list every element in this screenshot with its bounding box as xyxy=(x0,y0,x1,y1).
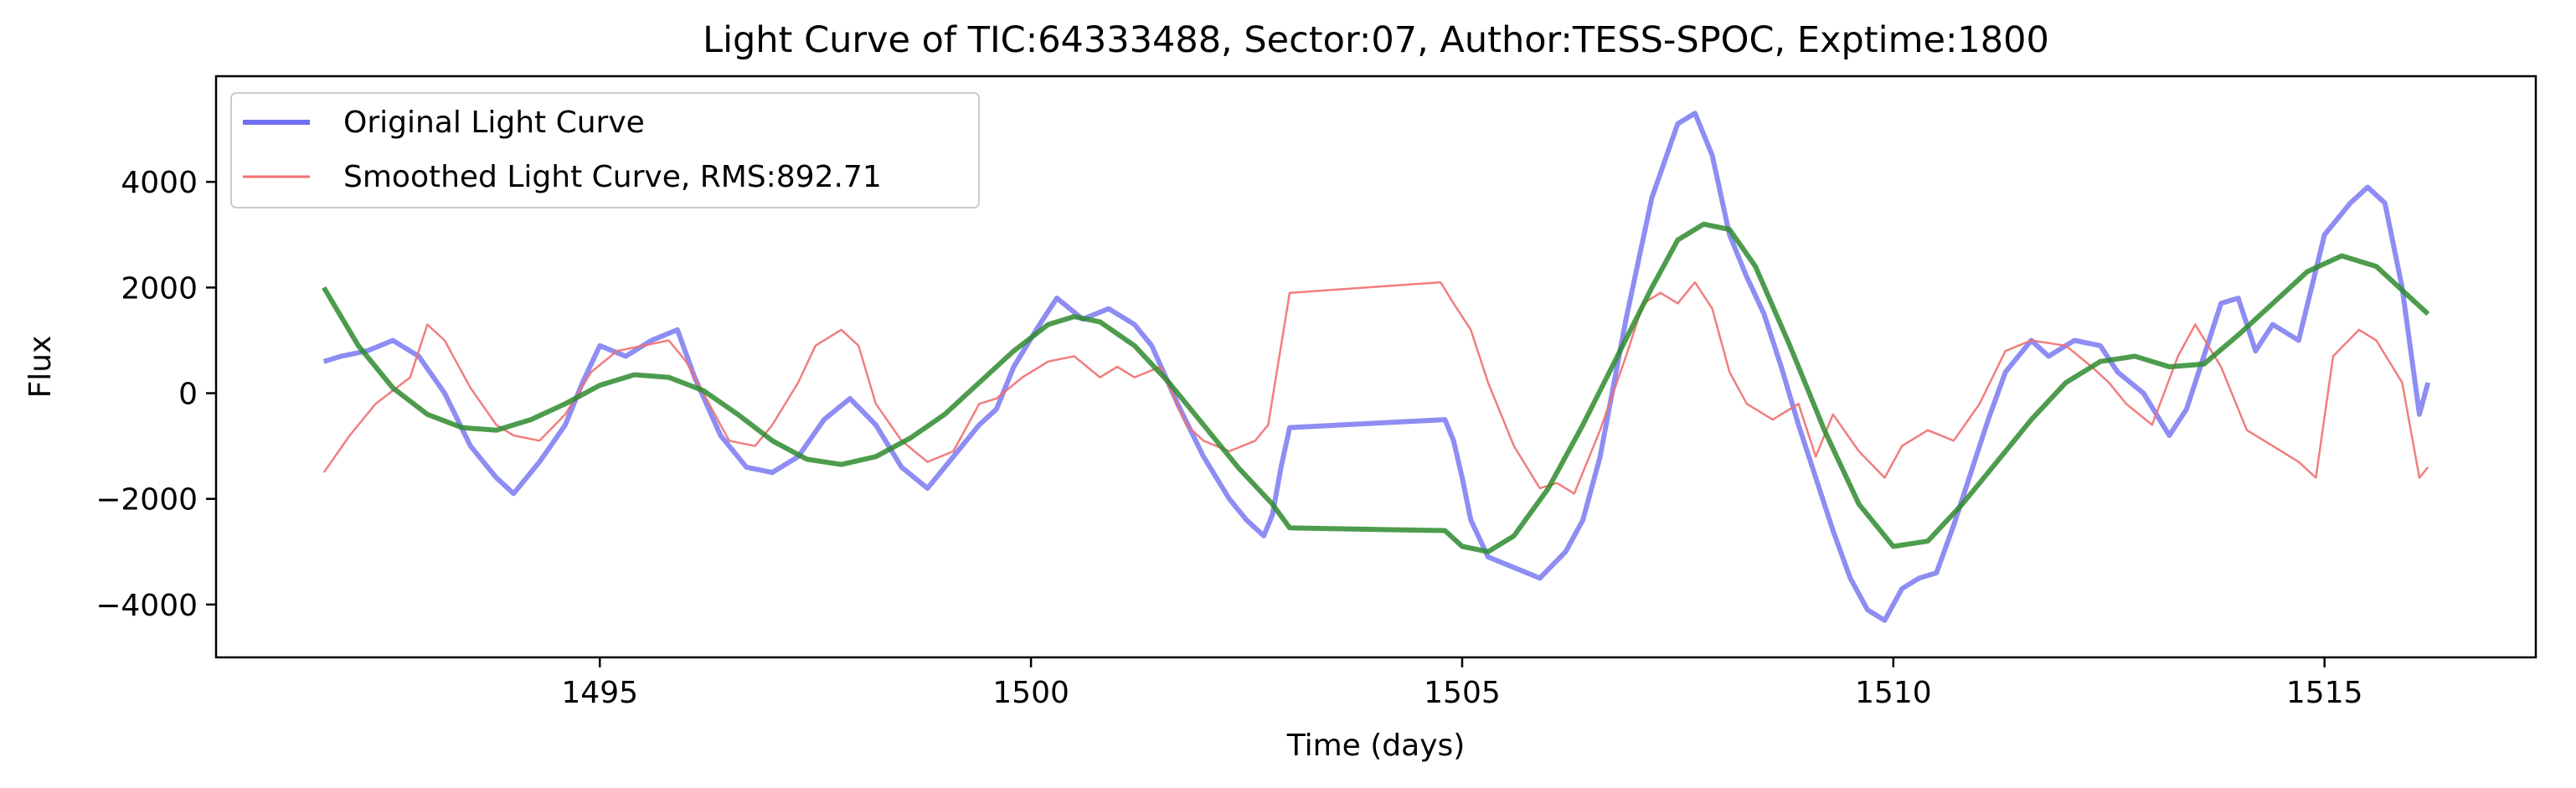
x-axis-label: Time (days) xyxy=(1286,729,1466,763)
x-tick-label: 1510 xyxy=(1855,676,1932,710)
x-tick-label: 1505 xyxy=(1424,676,1501,710)
legend-box xyxy=(230,92,980,209)
y-tick-label: −4000 xyxy=(95,589,198,623)
y-tick-label: 0 xyxy=(178,378,198,412)
legend-label-smoothed: Smoothed Light Curve, RMS:892.71 xyxy=(343,160,882,194)
x-tick-label: 1500 xyxy=(992,676,1069,710)
x-tick-label: 1515 xyxy=(2286,676,2363,710)
chart-title: Light Curve of TIC:64333488, Sector:07, … xyxy=(703,19,2049,61)
series-layer xyxy=(322,111,2431,623)
y-tick-label: 2000 xyxy=(121,271,198,306)
y-tick-label: −2000 xyxy=(95,483,198,518)
y-tick-label: 4000 xyxy=(121,166,198,200)
series-fitted-trend xyxy=(322,221,2430,554)
legend-label-original: Original Light Curve xyxy=(343,106,645,140)
x-axis: 1495 1500 1505 1510 1515 xyxy=(561,657,2363,710)
plot-frame xyxy=(214,75,2537,659)
series-smoothed-light-curve xyxy=(322,281,2429,495)
y-axis: −4000 −2000 0 2000 4000 xyxy=(95,166,216,623)
legend: Original Light Curve Smoothed Light Curv… xyxy=(230,92,980,209)
y-axis-label: Flux xyxy=(23,336,58,399)
x-tick-label: 1495 xyxy=(561,676,638,710)
